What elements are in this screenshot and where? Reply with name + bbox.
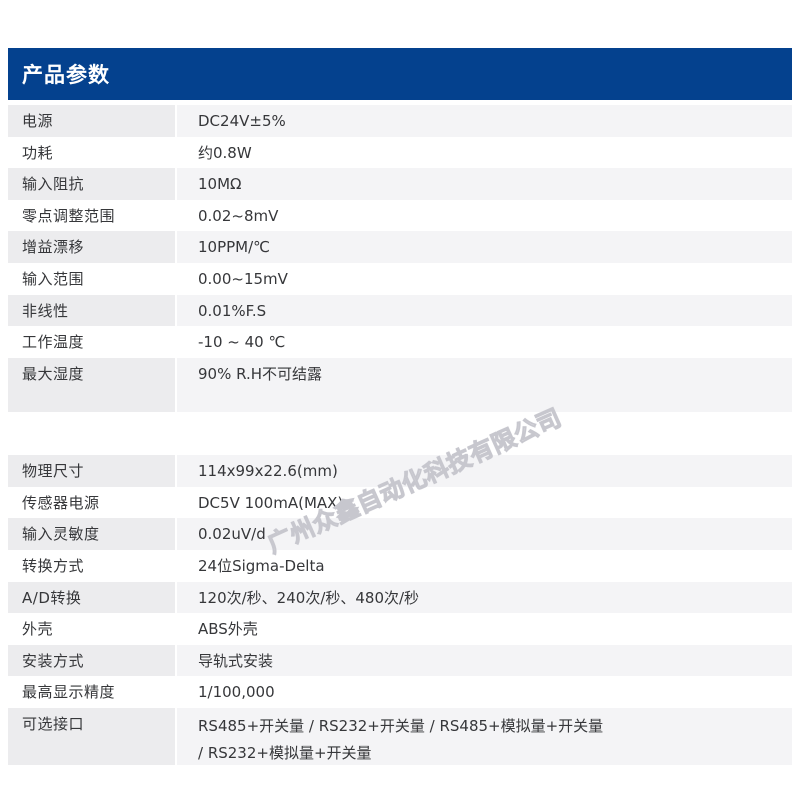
param-label: 功耗 bbox=[8, 136, 177, 169]
param-label: 输入灵敏度 bbox=[8, 518, 177, 551]
param-label: 输入范围 bbox=[8, 262, 177, 295]
param-label: 可选接口 bbox=[8, 708, 177, 765]
param-label: A/D转换 bbox=[8, 581, 177, 614]
param-value: 0.00~15mV bbox=[198, 269, 288, 288]
param-label: 增益漂移 bbox=[8, 231, 177, 263]
table-row: 零点调整范围 0.02~8mV bbox=[8, 199, 792, 232]
content-area: 产品参数 电源 DC24V±5% 功耗 约0.8W 输入阻抗 10MΩ 零点调整… bbox=[8, 48, 792, 765]
table-row: 物理尺寸 114x99x22.6(mm) bbox=[8, 455, 792, 487]
section-header-bar: 产品参数 bbox=[8, 48, 792, 100]
param-value: 0.02uV/d bbox=[177, 518, 792, 551]
param-label: 工作温度 bbox=[8, 326, 177, 358]
param-value: 约0.8W bbox=[198, 143, 252, 162]
table-row: 转换方式 24位Sigma-Delta bbox=[8, 550, 792, 582]
table-row: 安装方式 导轨式安装 bbox=[8, 644, 792, 677]
table-gap bbox=[8, 412, 792, 450]
table-row: 电源 DC24V±5% bbox=[8, 105, 792, 137]
param-value: 10PPM/℃ bbox=[177, 231, 792, 263]
param-value: 0.01%F.S bbox=[177, 294, 792, 327]
param-label: 最大湿度 bbox=[8, 357, 177, 413]
param-value: 24位Sigma-Delta bbox=[198, 557, 325, 576]
param-label: 外壳 bbox=[8, 613, 177, 645]
table-row: 输入阻抗 10MΩ bbox=[8, 168, 792, 200]
param-value: 0.02~8mV bbox=[198, 206, 279, 225]
param-label: 零点调整范围 bbox=[8, 199, 177, 232]
param-label: 输入阻抗 bbox=[8, 168, 177, 200]
param-value: 导轨式安装 bbox=[177, 644, 792, 677]
param-label: 物理尺寸 bbox=[8, 455, 177, 487]
param-value: DC24V±5% bbox=[177, 105, 792, 137]
param-label: 电源 bbox=[8, 105, 177, 137]
param-label: 非线性 bbox=[8, 294, 177, 327]
spec-table-electrical: 电源 DC24V±5% 功耗 约0.8W 输入阻抗 10MΩ 零点调整范围 0.… bbox=[8, 105, 792, 413]
param-value: 90% R.H不可结露 bbox=[177, 357, 792, 413]
param-label: 安装方式 bbox=[8, 644, 177, 677]
table-row: 可选接口 RS485+开关量 / RS232+开关量 / RS485+模拟量+开… bbox=[8, 708, 792, 765]
param-value: ABS外壳 bbox=[198, 620, 258, 639]
table-row: 输入灵敏度 0.02uV/d bbox=[8, 518, 792, 551]
table-row: 传感器电源 DC5V 100mA(MAX) bbox=[8, 486, 792, 519]
table-row: 输入范围 0.00~15mV bbox=[8, 262, 792, 295]
table-row: A/D转换 120次/秒、240次/秒、480次/秒 bbox=[8, 581, 792, 614]
param-value: DC5V 100mA(MAX) bbox=[198, 493, 344, 512]
table-row: 增益漂移 10PPM/℃ bbox=[8, 231, 792, 263]
param-label: 传感器电源 bbox=[8, 486, 177, 519]
param-value: -10 ~ 40 ℃ bbox=[198, 333, 286, 352]
param-label: 最高显示精度 bbox=[8, 676, 177, 708]
page-title: 产品参数 bbox=[22, 63, 110, 87]
table-row: 工作温度 -10 ~ 40 ℃ bbox=[8, 326, 792, 358]
param-value: 120次/秒、240次/秒、480次/秒 bbox=[177, 581, 792, 614]
spec-table-physical: 物理尺寸 114x99x22.6(mm) 传感器电源 DC5V 100mA(MA… bbox=[8, 455, 792, 765]
param-value: 10MΩ bbox=[177, 168, 792, 200]
table-row: 非线性 0.01%F.S bbox=[8, 294, 792, 327]
table-row: 功耗 约0.8W bbox=[8, 136, 792, 169]
param-label: 转换方式 bbox=[8, 550, 177, 582]
param-value: 114x99x22.6(mm) bbox=[177, 455, 792, 487]
table-row: 外壳 ABS外壳 bbox=[8, 613, 792, 645]
table-row: 最高显示精度 1/100,000 bbox=[8, 676, 792, 708]
param-value: 1/100,000 bbox=[198, 683, 275, 702]
table-row: 最大湿度 90% R.H不可结露 bbox=[8, 357, 792, 413]
param-value: RS485+开关量 / RS232+开关量 / RS485+模拟量+开关量 / … bbox=[177, 708, 792, 765]
